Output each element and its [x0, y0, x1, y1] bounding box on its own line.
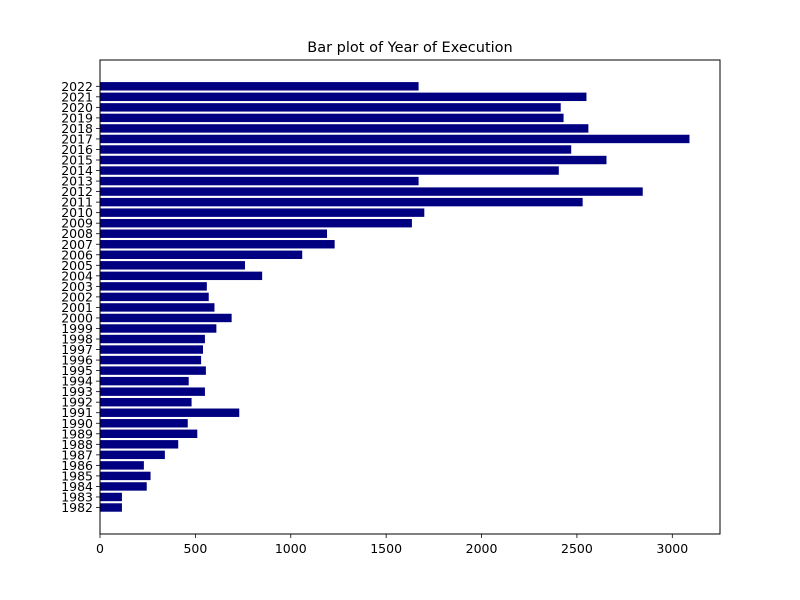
y-tick-label: 2012	[61, 184, 93, 199]
y-tick-label: 2018	[61, 121, 93, 136]
bar-1986	[100, 461, 144, 470]
bar-2007	[100, 240, 335, 249]
y-tick-label: 1995	[61, 363, 93, 378]
bar-2020	[100, 103, 561, 112]
bar-2019	[100, 113, 564, 123]
y-tick-label: 1988	[61, 437, 93, 452]
chart-title: Bar plot of Year of Execution	[307, 40, 512, 56]
bar-1987	[100, 450, 165, 460]
y-tick-label: 2009	[61, 216, 93, 231]
y-tick-label: 1999	[61, 321, 93, 336]
x-axis-ticks: 0 500 1000 1500 2000 2500 3000	[96, 534, 688, 556]
y-tick-label: 1987	[61, 447, 93, 462]
bar-1995	[100, 366, 206, 375]
bar-2004	[100, 271, 263, 281]
y-tick-label: 1991	[61, 405, 93, 420]
y-axis-ticks: 1982198319841985198619871988198919901991…	[61, 79, 100, 515]
bar-2002	[100, 292, 209, 302]
bar-1989	[100, 429, 198, 439]
bars	[100, 82, 690, 512]
y-tick-label: 2022	[61, 79, 93, 94]
x-tick-label: 1000	[275, 541, 307, 556]
y-tick-label: 2004	[61, 268, 93, 283]
y-tick-label: 1982	[61, 500, 93, 515]
y-tick-label: 1994	[61, 374, 93, 389]
bar-2013	[100, 176, 419, 186]
y-tick-label: 1997	[61, 342, 93, 357]
y-tick-label: 2008	[61, 226, 93, 241]
bar-2010	[100, 208, 425, 217]
x-tick-label: 3000	[656, 541, 688, 556]
y-tick-label: 2002	[61, 289, 93, 304]
bar-1998	[100, 334, 205, 344]
bar-1997	[100, 345, 204, 354]
y-tick-label: 1990	[61, 416, 93, 431]
y-tick-label: 1998	[61, 332, 93, 347]
bar-2009	[100, 218, 412, 228]
x-tick-label: 2500	[561, 541, 593, 556]
bar-1982	[100, 503, 122, 512]
x-tick-label: 500	[183, 541, 207, 556]
bar-1994	[100, 376, 189, 386]
y-tick-label: 1992	[61, 395, 93, 410]
bar-1993	[100, 387, 205, 396]
y-tick-label: 2016	[61, 142, 93, 157]
y-tick-label: 2021	[61, 89, 93, 104]
bar-2015	[100, 155, 607, 165]
x-tick-label: 2000	[466, 541, 498, 556]
y-tick-label: 2005	[61, 258, 93, 273]
bar-2005	[100, 261, 245, 270]
y-tick-label: 1993	[61, 384, 93, 399]
bar-1991	[100, 408, 240, 417]
bar-2008	[100, 229, 328, 238]
y-tick-label: 2011	[61, 195, 93, 210]
bar-1990	[100, 419, 188, 428]
bar-1988	[100, 440, 179, 449]
bar-2006	[100, 250, 303, 259]
y-tick-label: 2001	[61, 300, 93, 315]
y-tick-label: 1984	[61, 479, 93, 494]
y-tick-label: 1989	[61, 426, 93, 441]
y-tick-label: 2020	[61, 100, 93, 115]
bar-2001	[100, 303, 215, 312]
y-tick-label: 2013	[61, 174, 93, 189]
bar-2018	[100, 124, 589, 133]
y-tick-label: 2014	[61, 163, 93, 178]
y-tick-label: 2000	[61, 310, 93, 325]
y-tick-label: 2006	[61, 247, 93, 262]
y-tick-label: 1985	[61, 468, 93, 483]
bar-2014	[100, 166, 559, 175]
bar-2012	[100, 187, 643, 196]
y-tick-label: 2015	[61, 153, 93, 168]
y-tick-label: 2017	[61, 131, 93, 146]
bar-2011	[100, 197, 583, 207]
bar-2016	[100, 145, 572, 154]
y-tick-label: 2007	[61, 237, 93, 252]
bar-2021	[100, 92, 587, 102]
bar-1999	[100, 324, 217, 333]
bar-1984	[100, 482, 147, 491]
y-tick-label: 1996	[61, 353, 93, 368]
y-tick-label: 1983	[61, 489, 93, 504]
bar-2017	[100, 134, 690, 144]
bar-1985	[100, 471, 151, 481]
bar-2003	[100, 282, 207, 291]
y-tick-label: 2010	[61, 205, 93, 220]
x-tick-label: 0	[96, 541, 104, 556]
bar-1992	[100, 397, 192, 407]
bar-1996	[100, 355, 202, 365]
x-tick-label: 1500	[370, 541, 402, 556]
y-tick-label: 2003	[61, 279, 93, 294]
y-tick-label: 2019	[61, 110, 93, 125]
bar-2022	[100, 82, 419, 91]
bar-1983	[100, 492, 122, 502]
y-tick-label: 1986	[61, 458, 93, 473]
bar-2000	[100, 313, 232, 323]
